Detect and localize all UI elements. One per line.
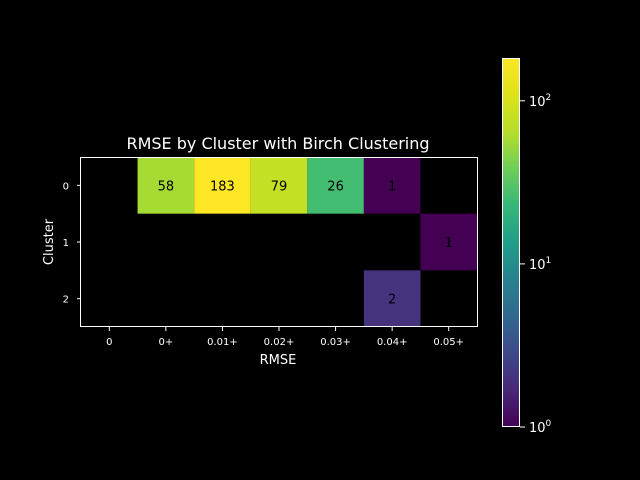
colorbar-ticks: 100 101 102 — [520, 93, 552, 436]
cell-value-label: 58 — [158, 179, 175, 194]
heatmap-cell — [307, 157, 364, 214]
heatmap-cells: 58 183 79 26 1 1 2 — [137, 157, 477, 327]
x-axis-label: RMSE — [260, 353, 297, 368]
colorbar: 100 101 102 — [502, 58, 552, 436]
y-axis: 0 1 2 — [63, 181, 81, 306]
heatmap-cell — [420, 213, 477, 271]
y-tick-label: 1 — [63, 238, 69, 249]
cell-value-label: 1 — [445, 236, 453, 251]
cell-value-label: 1 — [388, 179, 396, 194]
cell-value-label: 79 — [271, 179, 288, 194]
colorbar-tick-label: 101 — [529, 256, 551, 273]
chart-title: RMSE by Cluster with Birch Clustering — [126, 134, 429, 153]
heatmap-cell — [194, 157, 251, 214]
cell-value-label: 2 — [388, 293, 396, 308]
x-tick-label: 0.05+ — [433, 337, 464, 348]
heatmap-cell — [137, 157, 195, 214]
colorbar-tick-label: 102 — [529, 93, 551, 110]
x-axis: 0 0+ 0.01+ 0.02+ 0.03+ 0.04+ 0.05+ — [106, 327, 464, 348]
cell-value-label: 183 — [210, 179, 235, 194]
heatmap-cell — [363, 270, 421, 327]
x-tick-label: 0.02+ — [264, 337, 295, 348]
x-tick-label: 0.01+ — [207, 337, 238, 348]
colorbar-gradient — [502, 58, 520, 427]
heatmap-cell — [363, 157, 421, 214]
x-tick-label: 0+ — [158, 337, 173, 348]
cell-value-label: 26 — [327, 179, 344, 194]
x-tick-label: 0.04+ — [377, 337, 408, 348]
colorbar-tick-label: 100 — [529, 419, 552, 436]
y-tick-label: 2 — [63, 295, 69, 306]
x-tick-label: 0 — [106, 337, 112, 348]
x-tick-label: 0.03+ — [320, 337, 351, 348]
heatmap-cell — [250, 157, 308, 214]
y-axis-label: Cluster — [42, 218, 57, 265]
y-tick-label: 0 — [63, 181, 69, 192]
